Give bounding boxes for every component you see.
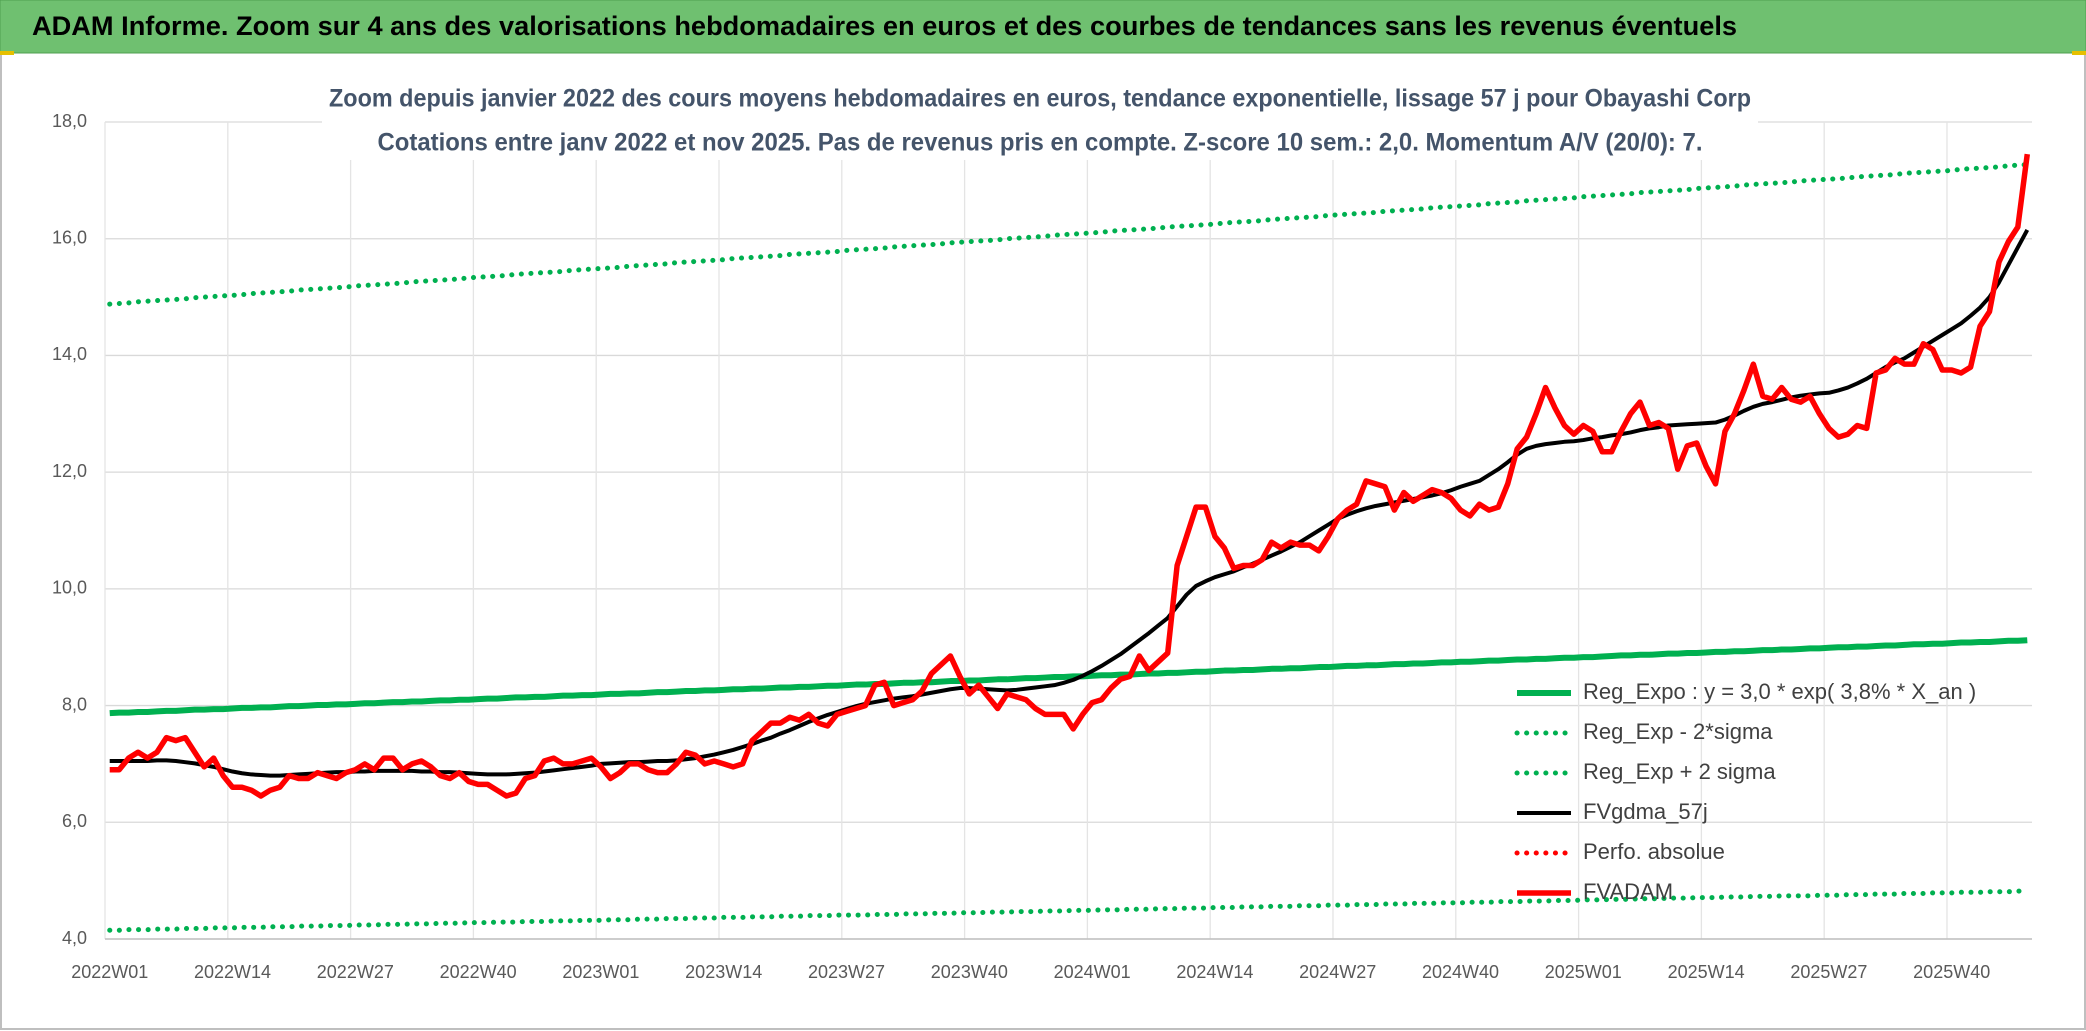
legend-label: FVADAM — [1583, 879, 1673, 904]
legend-label: Reg_Exp - 2*sigma — [1583, 719, 1773, 744]
x-tick-label: 2022W01 — [71, 962, 148, 982]
series-line — [109, 153, 2031, 799]
y-tick-label: 12,0 — [52, 461, 87, 481]
header-bar — [0, 0, 2086, 54]
chart-title: Zoom depuis janvier 2022 des cours moyen… — [329, 85, 1751, 113]
x-tick-label: 2024W01 — [1054, 962, 1131, 982]
x-tick-label: 2023W27 — [808, 962, 885, 982]
y-tick-label: 14,0 — [52, 344, 87, 364]
x-tick-label: 2023W40 — [931, 962, 1008, 982]
x-tick-label: 2025W14 — [1668, 962, 1745, 982]
legend: Reg_Expo : y = 3,0 * exp( 3,8% * X_an ) R… — [1514, 679, 1976, 904]
legend-label: FVgdma_57j — [1583, 799, 1708, 824]
title-background — [322, 84, 1758, 160]
series-line — [107, 162, 2030, 307]
x-tick-label: 2024W14 — [1176, 962, 1253, 982]
y-tick-label: 6,0 — [62, 811, 87, 831]
x-tick-label: 2022W27 — [317, 962, 394, 982]
x-tick-label: 2024W27 — [1299, 962, 1376, 982]
x-tick-label: 2022W14 — [194, 962, 271, 982]
y-tick-label: 4,0 — [62, 928, 87, 948]
chart-subtitle: Cotations entre janv 2022 et nov 2025. P… — [378, 129, 1703, 157]
y-tick-label: 8,0 — [62, 694, 87, 714]
y-tick-label: 10,0 — [52, 578, 87, 598]
x-tick-label: 2023W14 — [685, 962, 762, 982]
chart-frame — [0, 51, 2086, 1030]
y-tick-label: 18,0 — [52, 111, 87, 131]
x-tick-label: 2024W40 — [1422, 962, 1499, 982]
y-tick-label: 16,0 — [52, 227, 87, 247]
x-tick-label: 2023W01 — [562, 962, 639, 982]
series-line — [109, 229, 2030, 778]
x-tick-label: 2025W40 — [1913, 962, 1990, 982]
legend-label: Reg_Expo : y = 3,0 * exp( 3,8% * X_an ) — [1583, 679, 1976, 704]
legend-label: Reg_Exp + 2 sigma — [1583, 759, 1776, 784]
header-accent — [2072, 51, 2086, 55]
series-line — [107, 888, 2030, 933]
legend-label: Perfo. absolue — [1583, 839, 1725, 864]
header-title: ADAM Informe. Zoom sur 4 ans des valoris… — [32, 11, 1737, 41]
x-tick-label: 2025W27 — [1790, 962, 1867, 982]
header-accent — [0, 51, 14, 55]
x-tick-label: 2025W01 — [1545, 962, 1622, 982]
x-tick-label: 2022W40 — [440, 962, 517, 982]
series-line — [109, 637, 2028, 717]
